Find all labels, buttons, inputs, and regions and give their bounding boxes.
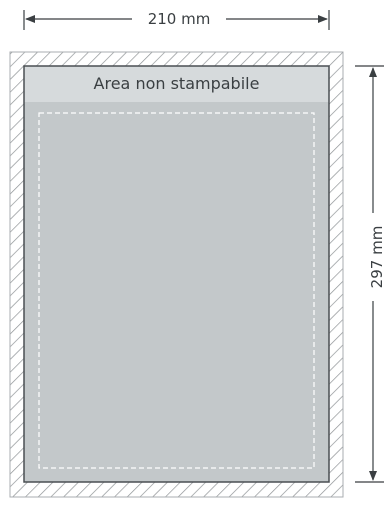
- sheet: [24, 66, 329, 482]
- sheet-outline: [23, 65, 330, 483]
- non-printable-area-label: Area non stampabile: [93, 74, 260, 93]
- width-label: 210 mm: [132, 10, 226, 28]
- height-label: 297 mm: [368, 213, 384, 301]
- bleed-margin: [9, 51, 344, 498]
- safe-area-border: [38, 112, 315, 469]
- non-printable-band: [24, 66, 329, 102]
